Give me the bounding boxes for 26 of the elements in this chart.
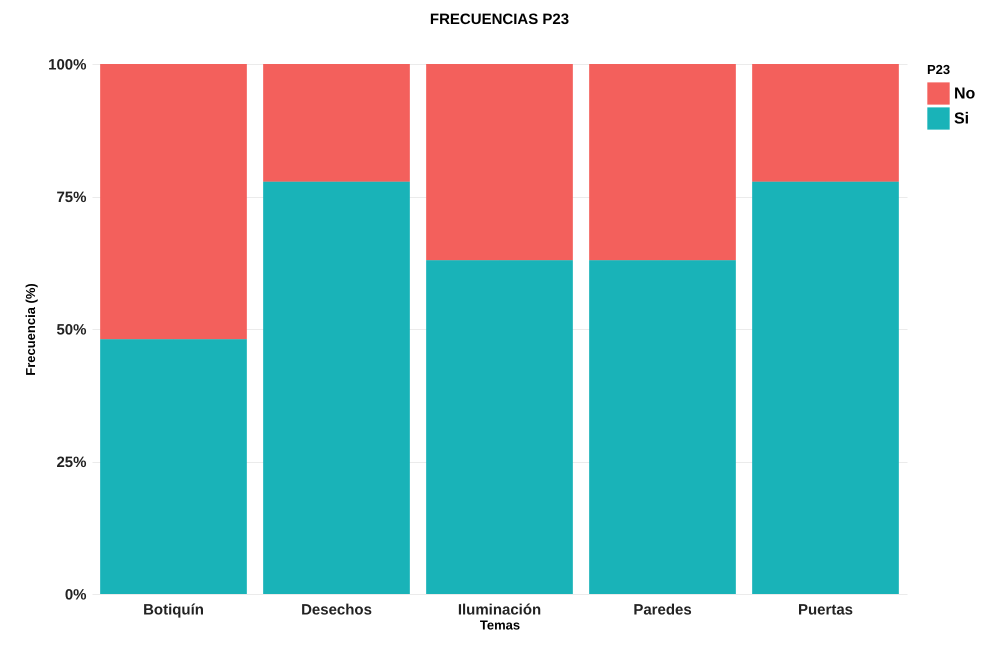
chart-title: FRECUENCIAS P23 bbox=[430, 11, 570, 28]
x-tick-label: Paredes bbox=[633, 602, 692, 618]
bar bbox=[426, 64, 573, 260]
bar bbox=[426, 260, 573, 594]
bar bbox=[263, 64, 410, 182]
bar bbox=[589, 260, 736, 594]
y-tick-label: 50% bbox=[56, 322, 86, 338]
bar bbox=[263, 182, 410, 594]
bar bbox=[100, 339, 247, 594]
bar bbox=[589, 64, 736, 260]
y-axis-title: Frecuencia (%) bbox=[23, 283, 38, 376]
y-tick-label: 0% bbox=[64, 586, 86, 604]
y-tick-label: 75% bbox=[56, 189, 86, 206]
x-tick-label: Puertas bbox=[798, 602, 854, 618]
x-tick-label: Botiquín bbox=[143, 602, 204, 618]
x-tick-label: Desechos bbox=[301, 602, 372, 618]
legend-title: P23 bbox=[927, 62, 950, 77]
x-axis-title: Temas bbox=[480, 618, 520, 632]
legend-label: No bbox=[954, 86, 976, 102]
x-tick-label: Iluminación bbox=[458, 602, 542, 618]
legend-label: Si bbox=[954, 110, 970, 128]
bar bbox=[752, 182, 899, 594]
y-tick-label: 100% bbox=[48, 56, 86, 74]
bar bbox=[752, 64, 899, 182]
bar bbox=[100, 64, 247, 340]
y-tick-label: 25% bbox=[56, 454, 86, 471]
